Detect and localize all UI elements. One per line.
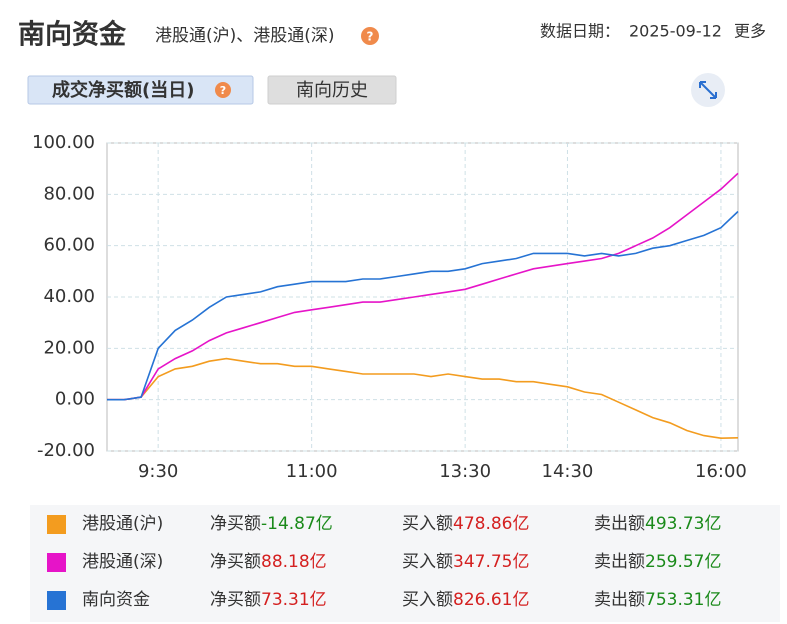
stat-value: 88.18亿	[261, 552, 327, 572]
tab-label: 南向历史	[296, 80, 368, 101]
stat-label: 卖出额259.57亿	[594, 552, 721, 572]
stat-value: 478.86亿	[453, 514, 529, 534]
legend-panel	[30, 505, 780, 622]
stat-label: 净买额88.18亿	[210, 552, 327, 572]
help-icon[interactable]	[215, 82, 231, 98]
y-tick-label: -20.00	[37, 440, 95, 461]
series-line	[107, 210, 739, 401]
series-line	[107, 357, 739, 440]
y-tick-label: 100.00	[32, 132, 95, 153]
expand-button[interactable]	[691, 73, 725, 107]
stat-name: 买入额	[402, 552, 453, 572]
date: 2025-09-12	[629, 22, 722, 41]
legend-name: 港股通(深)	[82, 552, 163, 572]
subtitle: 港股通(沪)、港股通(深)	[155, 26, 335, 46]
x-tick-label: 9:30	[138, 461, 178, 482]
stat-value: -14.87亿	[261, 514, 333, 534]
legend-name: 南向资金	[82, 590, 150, 610]
stat-label: 卖出额493.73亿	[594, 514, 721, 534]
x-tick-label: 14:30	[542, 461, 594, 482]
stat-value: 73.31亿	[261, 590, 327, 610]
tab[interactable]	[267, 75, 397, 105]
stat-value: 753.31亿	[645, 590, 721, 610]
legend-swatch	[47, 553, 66, 572]
help-mark: ?	[220, 84, 226, 97]
stat-label: 买入额478.86亿	[402, 514, 529, 534]
stat-value: 259.57亿	[645, 552, 721, 572]
stat-name: 卖出额	[594, 514, 645, 534]
help-mark: ?	[367, 30, 374, 44]
y-tick-label: 40.00	[43, 286, 95, 307]
legend-swatch	[47, 515, 66, 534]
stat-name: 卖出额	[594, 590, 645, 610]
y-tick-label: 60.00	[43, 235, 95, 256]
y-tick-label: 0.00	[55, 389, 95, 410]
stat-label: 买入额347.75亿	[402, 552, 529, 572]
stat-name: 买入额	[402, 514, 453, 534]
date-label: 数据日期：	[540, 22, 620, 41]
legend-name: 港股通(沪)	[82, 514, 163, 534]
x-tick-label: 16:00	[695, 461, 747, 482]
title: 南向资金	[18, 19, 127, 51]
stat-label: 买入额826.61亿	[402, 590, 529, 610]
tab-label: 成交净买额(当日)	[52, 79, 194, 101]
stat-label: 净买额-14.87亿	[210, 514, 333, 534]
help-icon[interactable]	[361, 27, 379, 45]
stat-value: 493.73亿	[645, 514, 721, 534]
stat-name: 净买额	[210, 552, 261, 572]
stat-label: 卖出额753.31亿	[594, 590, 721, 610]
stat-name: 买入额	[402, 590, 453, 610]
stat-name: 净买额	[210, 590, 261, 610]
tab-active[interactable]	[27, 75, 254, 105]
y-tick-label: 80.00	[43, 183, 95, 204]
y-tick-label: 20.00	[43, 337, 95, 358]
stat-value: 826.61亿	[453, 590, 529, 610]
stat-label: 净买额73.31亿	[210, 590, 327, 610]
stat-name: 卖出额	[594, 552, 645, 572]
x-tick-label: 11:00	[286, 461, 338, 482]
more-link[interactable]: 更多	[734, 22, 766, 41]
stat-value: 347.75亿	[453, 552, 529, 572]
x-tick-label: 13:30	[439, 461, 491, 482]
stat-name: 净买额	[210, 514, 261, 534]
series-line	[107, 172, 739, 401]
legend-swatch	[47, 591, 66, 610]
